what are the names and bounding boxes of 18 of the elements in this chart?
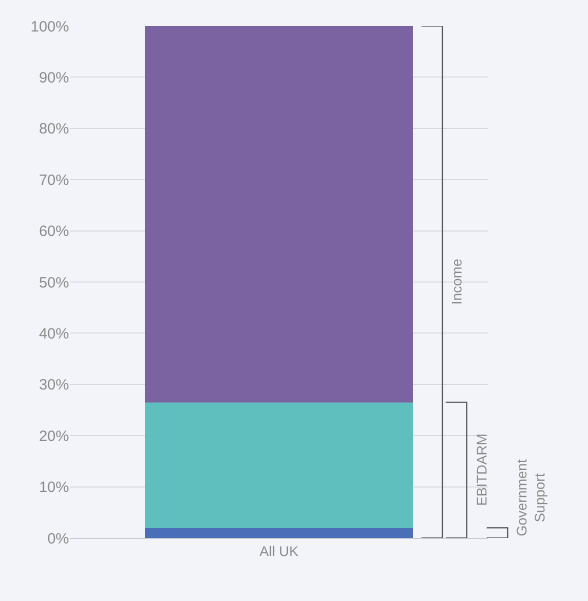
y-tick-label: 100% — [30, 18, 69, 36]
y-tick-label: 90% — [38, 69, 69, 86]
y-tick-label: 0% — [47, 530, 69, 548]
y-tick-label: 60% — [38, 223, 69, 240]
y-tick-label: 80% — [38, 120, 69, 138]
y-tick-label: 10% — [38, 479, 69, 496]
y-tick-label: 40% — [38, 325, 69, 342]
bar — [145, 528, 413, 538]
bar — [145, 26, 413, 402]
y-tick-label: 20% — [38, 428, 69, 445]
text: Government Support — [513, 459, 548, 536]
bar — [145, 402, 413, 528]
annotation: Income — [448, 258, 465, 305]
y-tick-label: 70% — [38, 172, 69, 189]
x-tick-label: All UK — [260, 542, 300, 559]
annotation: EBITDARM — [474, 434, 490, 506]
y-tick-label: 50% — [38, 274, 69, 292]
y-tick-label: 30% — [38, 376, 69, 394]
